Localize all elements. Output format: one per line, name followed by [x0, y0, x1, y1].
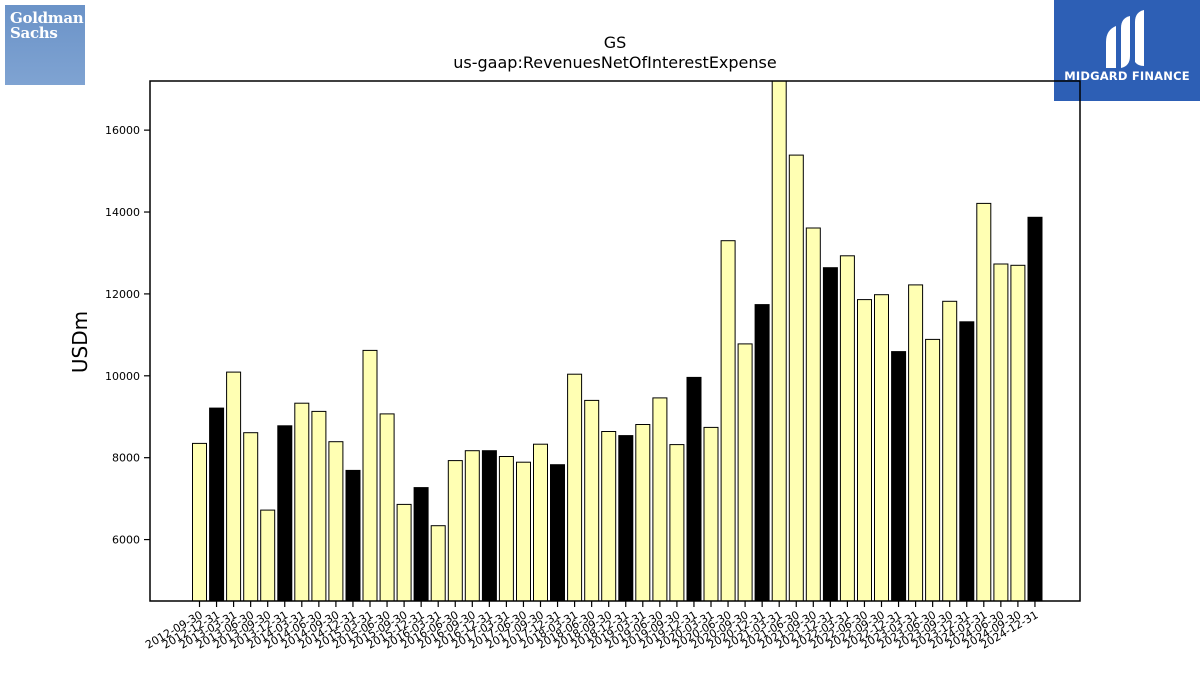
bar-2012-09-30 — [192, 442, 207, 601]
bar-2020-03-31 — [703, 426, 719, 601]
y-axis-label: USDm — [68, 311, 92, 373]
bar-2021-12-31 — [822, 267, 838, 601]
bar-2016-03-31 — [430, 525, 446, 601]
bar-2018-12-31 — [618, 435, 634, 601]
bar-2014-09-30 — [328, 441, 344, 601]
bar-2013-12-31 — [277, 425, 293, 601]
bar-2022-03-31 — [839, 255, 855, 601]
bar-2019-12-31 — [686, 376, 702, 601]
bar-2017-03-31 — [498, 456, 514, 601]
bars-group — [192, 81, 1043, 601]
midgard-finance-logo: MIDGARD FINANCE — [1054, 0, 1200, 101]
plot-frame — [149, 80, 1081, 602]
bar-2016-06-30 — [447, 460, 463, 601]
bar-2020-12-31 — [754, 304, 770, 601]
logo-text-line1: Goldman — [10, 9, 84, 27]
y-tick-label: 10000 — [105, 370, 140, 383]
y-tick-label: 14000 — [105, 206, 140, 219]
bar-2020-06-30 — [720, 240, 736, 601]
bar-2012-12-31 — [209, 407, 225, 601]
bar-2014-12-31 — [345, 469, 361, 601]
bar-2013-06-30 — [243, 432, 259, 601]
bar-2018-03-31 — [567, 373, 583, 601]
bar-2024-03-31 — [976, 202, 992, 601]
y-tick-label: 12000 — [105, 288, 140, 301]
midgard-emblem-icon — [1106, 10, 1144, 68]
y-tick-label: 6000 — [112, 534, 140, 547]
bar-2017-06-30 — [516, 461, 531, 601]
bar-2016-09-30 — [464, 450, 480, 601]
bar-2023-12-31 — [959, 321, 975, 601]
bar-2023-09-30 — [942, 300, 958, 601]
x-axis-ticks: 2012-09-302012-12-312013-03-312013-06-30… — [143, 601, 1040, 652]
bar-2015-06-30 — [379, 413, 395, 601]
bar-2016-12-31 — [481, 450, 497, 601]
bar-2022-12-31 — [891, 351, 907, 601]
bar-2019-09-30 — [669, 444, 685, 601]
bar-2018-09-30 — [601, 431, 617, 601]
bar-2015-09-30 — [396, 503, 412, 601]
bar-2024-12-31 — [1027, 216, 1043, 601]
bar-2020-09-30 — [737, 343, 753, 601]
bar-2022-09-30 — [874, 294, 889, 601]
bar-2017-09-30 — [533, 443, 548, 601]
bar-2024-09-30 — [1010, 264, 1026, 601]
bar-2015-12-31 — [413, 487, 429, 601]
bar-2017-12-31 — [550, 464, 565, 601]
bar-2023-03-31 — [908, 284, 924, 601]
midgard-finance-wordmark: MIDGARD FINANCE — [1064, 69, 1190, 83]
bar-2018-06-30 — [584, 399, 600, 601]
y-tick-label: 8000 — [112, 452, 140, 465]
bar-2013-09-30 — [260, 509, 276, 601]
logo-text-line2: Sachs — [10, 24, 58, 42]
chart-subtitle: us-gaap:RevenuesNetOfInterestExpense — [453, 53, 776, 72]
bar-2023-06-30 — [925, 338, 941, 601]
bar-2021-09-30 — [805, 227, 821, 601]
bar-2019-03-31 — [635, 424, 651, 601]
bar-2022-06-30 — [857, 299, 872, 601]
y-axis-ticks: 6000 8000 10000 12000 14000 16000 — [105, 124, 150, 547]
bar-2014-06-30 — [311, 410, 327, 601]
bar-2019-06-30 — [652, 397, 668, 601]
bar-2024-06-30 — [993, 263, 1009, 601]
bar-2014-03-31 — [294, 402, 310, 601]
goldman-sachs-logo: Goldman Sachs — [5, 5, 85, 85]
chart-title: GS — [604, 33, 627, 52]
bar-2015-03-31 — [362, 349, 378, 601]
bar-2021-06-30 — [788, 154, 804, 601]
bar-2013-03-31 — [226, 371, 242, 601]
bar-2021-03-31 — [771, 81, 787, 601]
y-tick-label: 16000 — [105, 124, 140, 137]
